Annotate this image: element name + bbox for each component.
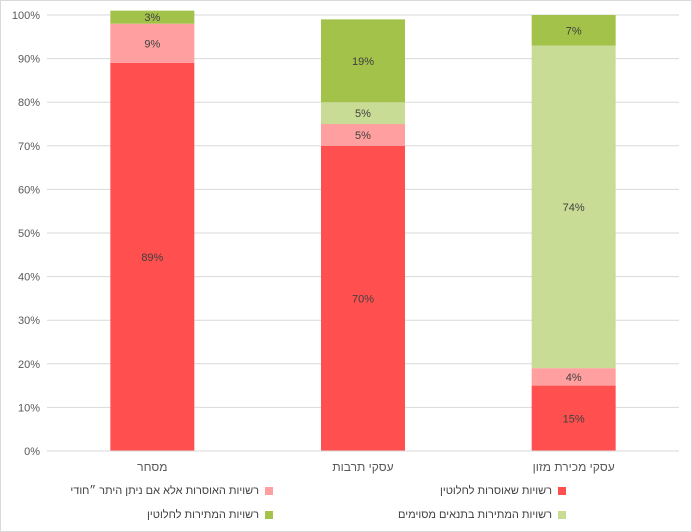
data-label: 5% (355, 130, 371, 142)
bar-segment (531, 15, 616, 46)
y-tick-label: 40% (18, 272, 40, 284)
chart-legend: רשויות שאוסרות לחלוטין רשויות האוסרות אלא… (1, 479, 691, 529)
data-label: 3% (144, 12, 160, 24)
y-tick-label: 60% (18, 184, 40, 196)
data-label: 7% (566, 25, 582, 37)
data-label: 15% (563, 413, 585, 425)
y-tick-label: 30% (18, 315, 40, 327)
data-label: 4% (566, 372, 582, 384)
data-label: 5% (355, 108, 371, 120)
legend-label: רשויות המתירות לחלוטין (147, 509, 259, 521)
data-label: 74% (563, 202, 585, 214)
bar-segment (110, 23, 195, 63)
y-tick-label: 90% (18, 54, 40, 66)
y-tick-label: 50% (18, 228, 40, 240)
data-label: 89% (141, 252, 163, 264)
data-label: 9% (144, 38, 160, 50)
x-category-label: עסקי מכירת מזון (533, 460, 615, 474)
x-category-label: מסחר (137, 460, 167, 474)
data-label: 70% (352, 293, 374, 305)
y-tick-label: 0% (24, 446, 40, 458)
bar-segment (531, 368, 616, 386)
bar-segment (531, 385, 616, 451)
bar-segment (110, 10, 195, 24)
legend-label: רשויות המתירות בתנאים מסוימים (398, 509, 552, 521)
stacked-bar-chart: 0% 10% 20% 30% 40% 50% 60% 70% 80% 90% 100% 89% 9% 3%… (12, 10, 679, 474)
legend-swatch (265, 487, 273, 495)
bar-segment (321, 102, 405, 124)
legend-swatch (558, 487, 566, 495)
legend-item: רשויות המתירות לחלוטין (147, 509, 273, 521)
y-tick-label: 70% (18, 141, 40, 153)
x-category-label: עסקי תרבות (332, 460, 393, 474)
y-tick-label: 100% (12, 10, 40, 22)
data-label: 19% (352, 56, 374, 68)
legend-swatch (265, 511, 273, 519)
bar-segment (321, 124, 405, 146)
legend-label: רשויות שאוסרות לחלוטין (440, 485, 552, 497)
bar-segment (531, 45, 616, 369)
legend-label: רשויות האוסרות אלא אם ניתן היתר ״חודי (70, 485, 259, 497)
legend-item: רשויות המתירות בתנאים מסוימים (398, 509, 566, 521)
y-tick-label: 80% (18, 97, 40, 109)
bar-segment (110, 62, 195, 452)
bar-segment (321, 145, 405, 452)
legend-item: רשויות שאוסרות לחלוטין (440, 485, 566, 497)
bar-segment (321, 19, 405, 103)
legend-swatch (558, 511, 566, 519)
y-tick-label: 10% (18, 402, 40, 414)
legend-item: רשויות האוסרות אלא אם ניתן היתר ״חודי (70, 485, 273, 497)
y-tick-label: 20% (18, 359, 40, 371)
